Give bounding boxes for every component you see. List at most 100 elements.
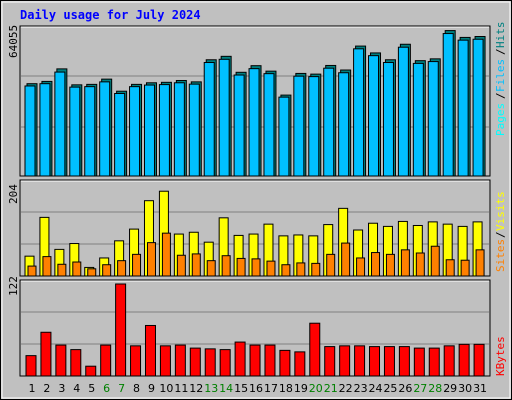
sites-bar bbox=[102, 264, 112, 277]
sites-bar bbox=[236, 257, 246, 277]
x-tick-label: 21 bbox=[324, 382, 338, 395]
sites-bar bbox=[191, 253, 201, 277]
x-tick-label: 17 bbox=[264, 382, 278, 395]
kbytes-bar bbox=[40, 331, 52, 377]
x-tick-label: 15 bbox=[234, 382, 248, 395]
sites-bar bbox=[415, 252, 425, 277]
x-tick-label: 2 bbox=[43, 382, 50, 395]
files-bar bbox=[248, 68, 260, 177]
kbytes-bar bbox=[339, 345, 351, 377]
legend-separator: / bbox=[494, 92, 507, 99]
middle-y-max-label: 204 bbox=[7, 184, 20, 204]
x-tick-label: 14 bbox=[219, 382, 233, 395]
sites-bar bbox=[161, 232, 171, 277]
sites-bar bbox=[326, 253, 336, 277]
sites-bar bbox=[475, 249, 485, 277]
legend-sites: Sites bbox=[494, 239, 507, 272]
bottom-y-max-label: 122 bbox=[7, 276, 20, 296]
kbytes-bar bbox=[219, 349, 231, 377]
kbytes-bar bbox=[369, 346, 381, 377]
sites-bar bbox=[87, 268, 97, 277]
x-tick-label: 8 bbox=[133, 382, 140, 395]
files-bar bbox=[457, 39, 469, 177]
x-tick-label: 30 bbox=[458, 382, 472, 395]
kbytes-bar bbox=[309, 322, 321, 377]
sites-bar bbox=[27, 265, 37, 277]
files-bar bbox=[173, 82, 185, 177]
sites-bar bbox=[176, 254, 186, 277]
files-bar bbox=[368, 55, 380, 177]
sites-bar bbox=[42, 256, 52, 277]
x-tick-label: 9 bbox=[148, 382, 155, 395]
kbytes-bar bbox=[189, 347, 201, 377]
x-tick-label: 27 bbox=[413, 382, 427, 395]
kbytes-bar bbox=[55, 344, 67, 377]
files-bar bbox=[472, 38, 484, 177]
kbytes-bar bbox=[130, 345, 142, 377]
legend-visits: Visits bbox=[494, 191, 507, 231]
legend-files: Files bbox=[494, 59, 507, 92]
x-tick-label: 31 bbox=[473, 382, 487, 395]
sites-bar bbox=[430, 245, 440, 277]
files-bar bbox=[278, 96, 290, 177]
files-bar bbox=[158, 84, 170, 177]
files-bar bbox=[397, 46, 409, 177]
kbytes-bar bbox=[85, 365, 97, 377]
files-bar bbox=[188, 83, 200, 177]
files-bar bbox=[293, 75, 305, 177]
files-bar bbox=[99, 81, 111, 177]
sites-bar bbox=[57, 263, 67, 277]
sites-bar bbox=[296, 262, 306, 277]
kbytes-bar bbox=[174, 344, 186, 377]
legend-hits: Hits bbox=[494, 22, 507, 49]
x-tick-label: 18 bbox=[279, 382, 293, 395]
files-bar bbox=[442, 33, 454, 177]
kbytes-bar bbox=[159, 345, 171, 377]
x-tick-label: 10 bbox=[159, 382, 173, 395]
files-bar bbox=[24, 85, 36, 177]
x-tick-label: 29 bbox=[443, 382, 457, 395]
files-bar bbox=[114, 92, 126, 177]
files-bar bbox=[218, 58, 230, 177]
x-tick-label: 22 bbox=[339, 382, 353, 395]
legend-separator: / bbox=[494, 231, 507, 238]
sites-bar bbox=[146, 242, 156, 277]
kbytes-bar bbox=[144, 324, 156, 377]
files-bar bbox=[323, 67, 335, 177]
x-tick-label: 1 bbox=[29, 382, 36, 395]
kbytes-bar bbox=[324, 346, 336, 377]
sites-bar bbox=[281, 264, 291, 277]
kbytes-bar bbox=[294, 351, 306, 377]
files-bar bbox=[129, 86, 141, 177]
sites-bar bbox=[251, 258, 261, 277]
x-tick-label: 20 bbox=[309, 382, 323, 395]
sites-bar bbox=[460, 259, 470, 277]
sites-bar bbox=[206, 260, 216, 277]
sites-bar bbox=[117, 260, 127, 277]
sites-bar bbox=[385, 253, 395, 277]
x-tick-label: 5 bbox=[88, 382, 95, 395]
kbytes-bar bbox=[100, 344, 112, 377]
legend-separator: / bbox=[494, 48, 507, 55]
sites-bar bbox=[445, 259, 455, 277]
files-bar bbox=[308, 76, 320, 177]
files-bar bbox=[143, 84, 155, 177]
files-bar bbox=[84, 86, 96, 177]
x-tick-label: 13 bbox=[204, 382, 218, 395]
files-bar bbox=[353, 48, 365, 177]
x-tick-label: 23 bbox=[354, 382, 368, 395]
sites-bar bbox=[132, 253, 142, 277]
files-bar bbox=[233, 74, 245, 177]
sites-bar bbox=[400, 249, 410, 277]
x-tick-label: 26 bbox=[398, 382, 412, 395]
kbytes-bar bbox=[443, 345, 455, 377]
x-tick-label: 19 bbox=[294, 382, 308, 395]
sites-bar bbox=[221, 255, 231, 277]
kbytes-bar bbox=[25, 355, 37, 377]
kbytes-bar bbox=[398, 346, 410, 377]
x-tick-label: 24 bbox=[369, 382, 383, 395]
files-bar bbox=[427, 61, 439, 177]
